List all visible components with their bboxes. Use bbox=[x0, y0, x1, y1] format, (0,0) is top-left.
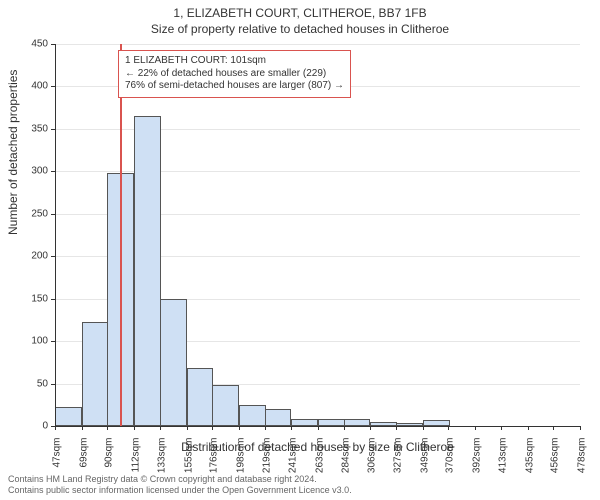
histogram-bar bbox=[318, 419, 345, 426]
ytick-label: 450 bbox=[8, 39, 48, 50]
ytick-label: 0 bbox=[8, 421, 48, 432]
ytick-label: 350 bbox=[8, 123, 48, 134]
histogram-bar bbox=[55, 407, 82, 426]
plot-area: 05010015020025030035040045047sqm69sqm90s… bbox=[55, 44, 580, 426]
gridline bbox=[55, 44, 580, 45]
xtick-mark bbox=[580, 426, 581, 430]
histogram-bar bbox=[239, 405, 266, 426]
ytick-label: 300 bbox=[8, 166, 48, 177]
title-line-2: Size of property relative to detached ho… bbox=[0, 22, 600, 38]
footer-line-1: Contains HM Land Registry data © Crown c… bbox=[8, 474, 592, 485]
histogram-bar bbox=[344, 419, 371, 426]
ytick-label: 150 bbox=[8, 293, 48, 304]
histogram-bar bbox=[160, 299, 187, 426]
chart-container: 1, ELIZABETH COURT, CLITHEROE, BB7 1FB S… bbox=[0, 0, 600, 500]
title-block: 1, ELIZABETH COURT, CLITHEROE, BB7 1FB S… bbox=[0, 0, 600, 37]
histogram-bar bbox=[291, 419, 318, 426]
annotation-line: 1 ELIZABETH COURT: 101sqm bbox=[125, 55, 344, 68]
title-line-1: 1, ELIZABETH COURT, CLITHEROE, BB7 1FB bbox=[0, 6, 600, 22]
footer: Contains HM Land Registry data © Crown c… bbox=[8, 474, 592, 497]
ytick-label: 50 bbox=[8, 378, 48, 389]
annotation-line: ← 22% of detached houses are smaller (22… bbox=[125, 68, 344, 81]
plot-inner: 05010015020025030035040045047sqm69sqm90s… bbox=[55, 44, 580, 426]
reference-line bbox=[120, 44, 122, 426]
ytick-label: 400 bbox=[8, 81, 48, 92]
annotation-line: 76% of semi-detached houses are larger (… bbox=[125, 80, 344, 93]
footer-line-2: Contains public sector information licen… bbox=[8, 485, 592, 496]
ytick-label: 250 bbox=[8, 208, 48, 219]
y-axis-line bbox=[55, 44, 56, 426]
ytick-label: 200 bbox=[8, 251, 48, 262]
x-axis-line bbox=[55, 426, 580, 427]
histogram-bar bbox=[187, 368, 214, 426]
histogram-bar bbox=[134, 116, 161, 426]
histogram-bar bbox=[265, 409, 292, 426]
histogram-bar bbox=[212, 385, 239, 426]
x-axis-title: Distribution of detached houses by size … bbox=[55, 440, 580, 454]
ytick-label: 100 bbox=[8, 336, 48, 347]
histogram-bar bbox=[82, 322, 109, 426]
annotation-box: 1 ELIZABETH COURT: 101sqm← 22% of detach… bbox=[118, 50, 351, 98]
